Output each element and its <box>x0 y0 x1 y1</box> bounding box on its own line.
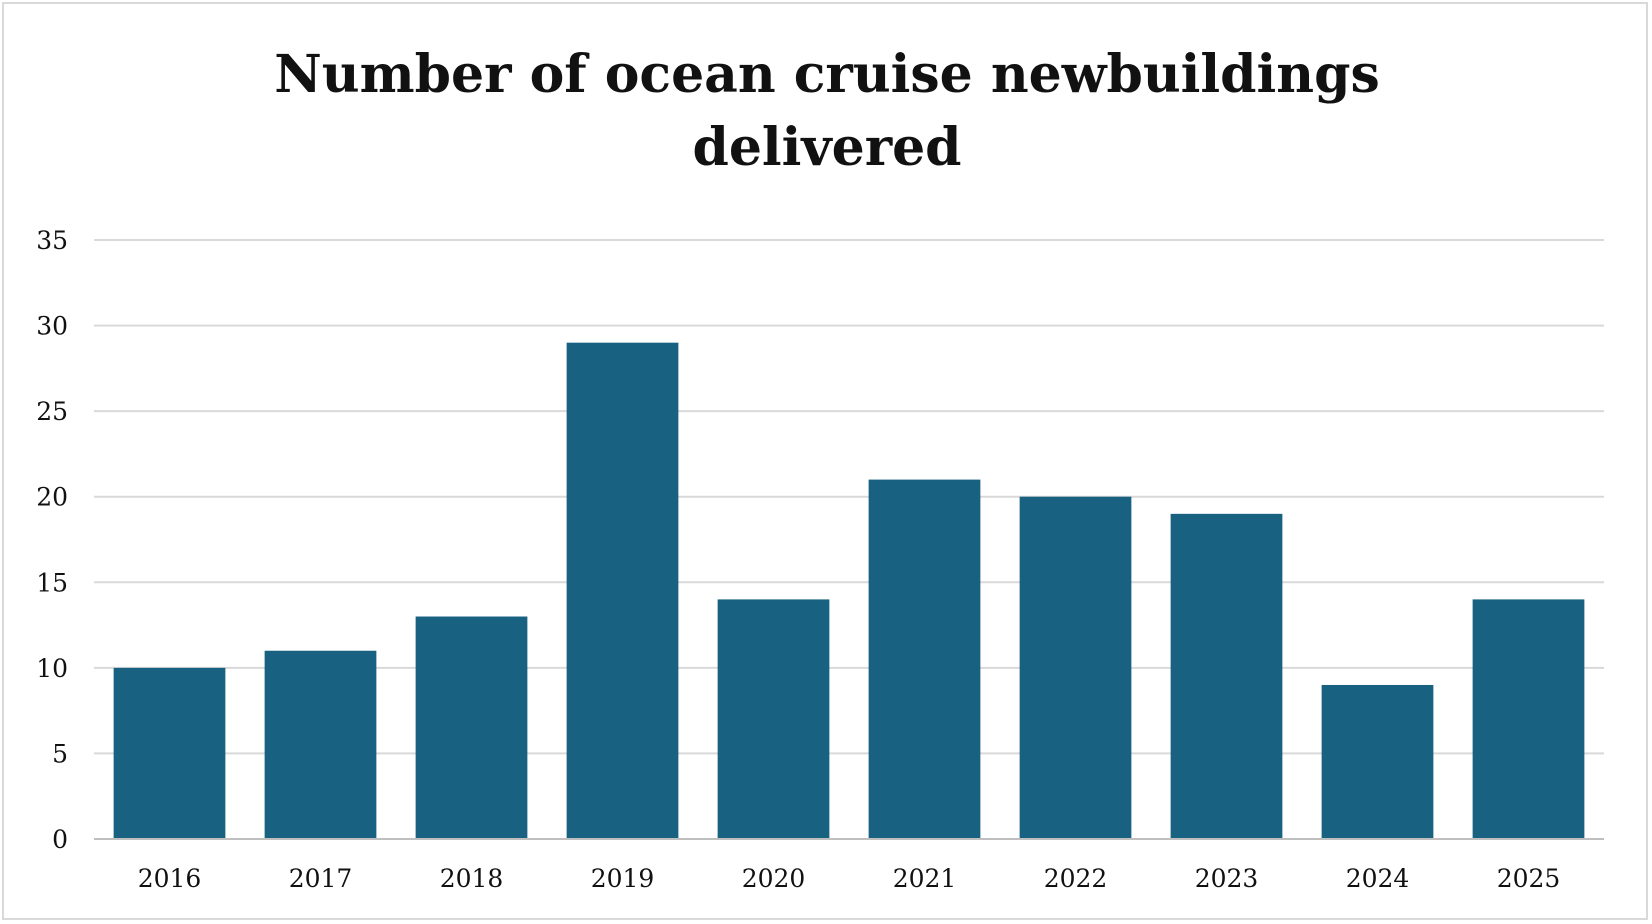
bar-2025 <box>1472 599 1585 839</box>
y-tick-label: 10 <box>36 654 68 683</box>
bar-2020 <box>717 599 830 839</box>
y-axis-tick-labels: 0 5 10 15 20 25 30 35 <box>36 226 68 854</box>
x-tick-label: 2018 <box>440 864 504 893</box>
x-tick-label: 2020 <box>742 864 806 893</box>
y-tick-label: 0 <box>52 825 68 854</box>
bar-2022 <box>1019 496 1132 839</box>
bar-2021 <box>868 479 981 839</box>
bar-chart: Number of ocean cruise newbuildings deli… <box>36 44 1604 893</box>
x-tick-label: 2021 <box>893 864 957 893</box>
y-tick-label: 35 <box>36 226 68 255</box>
y-tick-label: 5 <box>52 739 68 768</box>
bar-2023 <box>1170 513 1283 839</box>
x-tick-label: 2025 <box>1497 864 1561 893</box>
bar-2016 <box>113 667 226 839</box>
bar-2017 <box>264 650 377 839</box>
chart-title-line-1: Number of ocean cruise newbuildings <box>274 44 1379 105</box>
y-tick-label: 25 <box>36 397 68 426</box>
x-axis-tick-labels: 2016 2017 2018 2019 2020 2021 2022 2023 2024 2025 <box>138 864 1561 893</box>
bar-2018 <box>415 616 528 839</box>
x-tick-label: 2019 <box>591 864 655 893</box>
x-tick-label: 2016 <box>138 864 202 893</box>
x-tick-label: 2023 <box>1195 864 1259 893</box>
x-tick-label: 2017 <box>289 864 353 893</box>
x-tick-label: 2024 <box>1346 864 1410 893</box>
bars <box>113 342 1585 839</box>
bar-2024 <box>1321 684 1434 839</box>
y-tick-label: 30 <box>36 312 68 341</box>
y-tick-label: 20 <box>36 483 68 512</box>
y-tick-label: 15 <box>36 568 68 597</box>
chart-title-line-2: delivered <box>692 117 961 178</box>
bar-2019 <box>566 342 679 839</box>
x-tick-label: 2022 <box>1044 864 1108 893</box>
